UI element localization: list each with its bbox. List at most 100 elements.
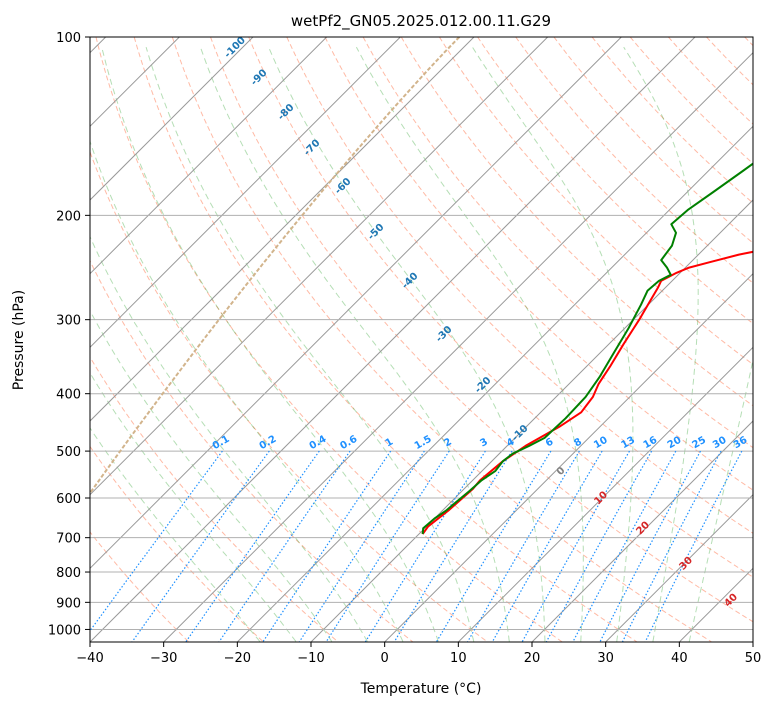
dry-adiabat: [438, 37, 753, 366]
dry-adiabat-label: -100: [222, 35, 248, 61]
moist-adiabat: [90, 372, 297, 642]
dry-adiabat: [95, 37, 563, 642]
dry-adiabat: [210, 37, 753, 623]
dry-adiabat-label: -90: [249, 68, 270, 89]
x-tick-label: −20: [224, 651, 251, 666]
mixing-ratio-line: [435, 450, 552, 642]
dry-adiabat: [248, 37, 753, 578]
isotherm: [90, 37, 254, 201]
y-tick-label: 700: [56, 532, 81, 547]
y-tick-label: 400: [56, 388, 81, 403]
mixing-ratio-line: [621, 450, 722, 642]
mixing-ratio-label: 0.1: [211, 434, 232, 452]
moist-adiabat: [101, 46, 439, 642]
x-tick-label: 30: [597, 651, 614, 666]
dry-adiabat: [668, 37, 753, 125]
isotherm: [310, 199, 753, 642]
dry-adiabat-label: -60: [333, 176, 354, 197]
isotherm: [236, 125, 753, 642]
x-tick-label: −10: [297, 651, 324, 666]
moist-adiabat: [90, 427, 261, 642]
mixing-ratio-label: 10: [592, 435, 610, 452]
mixing-ratio-label: 2: [442, 436, 454, 449]
dry-adiabat: [171, 37, 712, 642]
y-tick-label: 800: [56, 566, 81, 581]
mixing-ratio-line: [364, 450, 486, 642]
isotherm: [752, 641, 753, 642]
moist-adiabat: [268, 46, 546, 642]
dry-adiabat-label: -70: [302, 138, 323, 159]
dry-adiabat: [90, 150, 488, 642]
mixing-ratio-label: 20: [666, 435, 684, 452]
dry-adiabat: [706, 37, 753, 86]
mixing-ratio-line: [90, 450, 223, 632]
mixing-ratio-line: [545, 450, 653, 642]
y-tick-label: 100: [56, 31, 81, 46]
isotherm: [90, 37, 549, 496]
dewpoint-profile-line: [421, 162, 753, 535]
y-tick-label: 200: [56, 209, 81, 224]
mixing-ratio-line: [298, 450, 425, 642]
y-tick-label: 1000: [48, 623, 81, 638]
y-tick-label: 300: [56, 314, 81, 329]
mixing-ratio-line: [325, 450, 450, 642]
temperature-profile-line: [421, 250, 753, 535]
moist-adiabat: [623, 46, 699, 642]
dry-adiabat: [553, 37, 753, 244]
x-tick-label: −40: [76, 651, 103, 666]
isotherm: [384, 272, 753, 642]
dry-adiabat: [362, 37, 753, 449]
moist-adiabat: [90, 235, 368, 642]
y-tick-label: 500: [56, 445, 81, 460]
mixing-ratio-line: [262, 450, 392, 642]
dry-adiabat-label: -30: [434, 324, 455, 345]
dry-adiabat: [90, 356, 339, 642]
mixing-ratio-line: [521, 450, 631, 642]
isotherm: [90, 37, 622, 570]
x-tick-label: 20: [524, 651, 541, 666]
mixing-ratio-label: 4: [505, 436, 517, 449]
mixing-ratio-label: 8: [572, 436, 584, 449]
dry-adiabat: [591, 37, 753, 204]
dry-adiabat: [629, 37, 753, 165]
x-tick-label: 40: [671, 651, 688, 666]
dry-adiabat: [324, 37, 753, 491]
isotherm: [90, 37, 401, 349]
moist-adiabat: [145, 46, 475, 642]
dry-adiabat: [133, 37, 638, 642]
moist-adiabat: [355, 46, 584, 642]
mixing-ratio-label: 36: [732, 435, 750, 452]
mixing-ratio-label: 1: [384, 436, 396, 449]
x-tick-label: −30: [150, 651, 177, 666]
mixing-ratio-label: 3: [478, 436, 490, 449]
dry-adiabat: [90, 445, 264, 642]
x-tick-label: 10: [450, 651, 467, 666]
background-curve: [90, 37, 461, 495]
dry-adiabat: [90, 531, 190, 642]
isotherm: [678, 567, 753, 642]
mixing-ratio-line: [185, 450, 320, 642]
dry-adiabat-label: -80: [276, 102, 297, 123]
mixing-ratio-line: [393, 450, 513, 642]
x-tick-label: 0: [381, 651, 389, 666]
moist-adiabat: [90, 139, 404, 642]
isotherm: [531, 420, 753, 642]
mixing-ratio-line: [572, 450, 677, 642]
moist-adiabat: [688, 357, 753, 642]
isotherm: [163, 51, 753, 642]
mixing-ratio-line: [218, 450, 351, 642]
mixing-ratio-line: [131, 450, 270, 642]
moist-adiabat: [199, 46, 510, 642]
x-tick-label: 50: [745, 651, 762, 666]
mixing-ratio-label: 25: [691, 435, 709, 452]
moist-adiabat-label: 10: [592, 490, 610, 508]
dry-adiabat: [286, 37, 753, 534]
dry-adiabat-label: -20: [473, 375, 494, 396]
y-tick-label: 900: [56, 596, 81, 611]
dry-adiabat: [90, 259, 414, 642]
dry-adiabat: [744, 37, 753, 47]
isotherm: [457, 346, 753, 642]
moist-adiabat: [90, 309, 333, 642]
dry-adiabat: [400, 37, 753, 407]
